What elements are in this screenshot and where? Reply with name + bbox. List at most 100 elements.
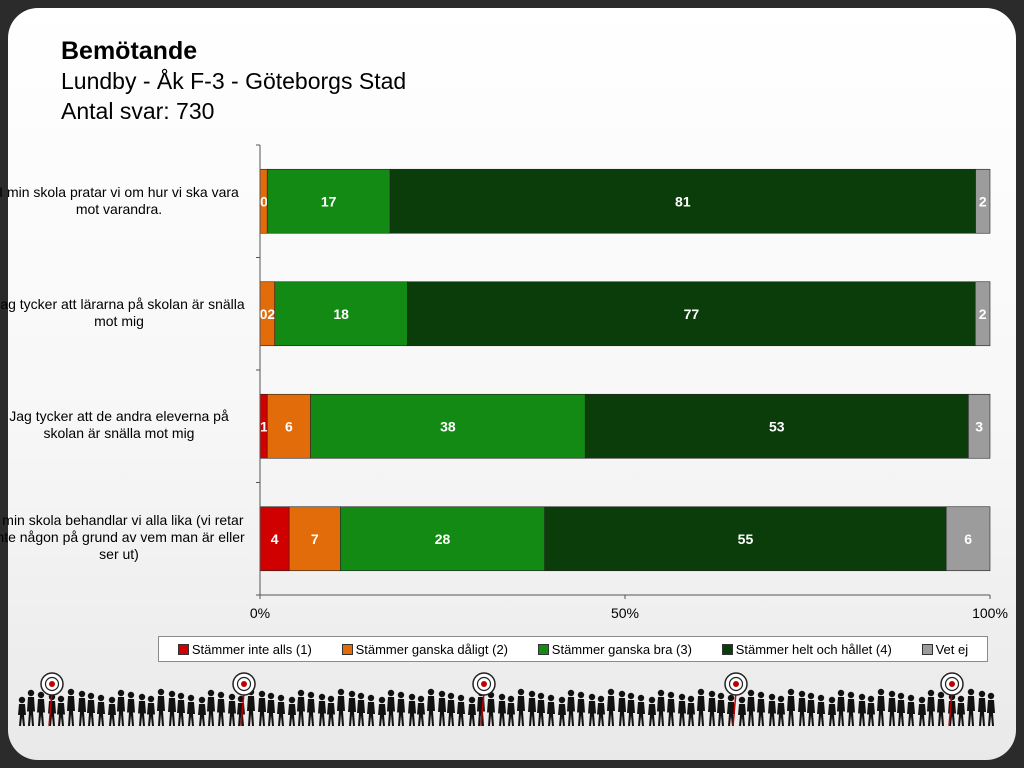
person-silhouette xyxy=(897,692,905,726)
question-label-2: Jag tycker att lärarna på skolan är snäl… xyxy=(0,296,245,329)
person-silhouette xyxy=(627,692,635,726)
person-silhouette xyxy=(87,692,95,726)
person-silhouette xyxy=(588,693,596,726)
data-label-q3-s3: 38 xyxy=(440,418,456,434)
person-silhouette xyxy=(217,691,225,726)
person-silhouette xyxy=(567,689,575,726)
title-block: Bemötande Lundby - Åk F-3 - Göteborgs St… xyxy=(61,36,406,126)
person-silhouette xyxy=(837,689,845,726)
person-silhouette xyxy=(147,695,155,726)
question-label-4: I min skola behandlar vi alla lika (vi r… xyxy=(0,512,245,562)
person-silhouette xyxy=(267,692,275,726)
person-silhouette xyxy=(37,691,45,726)
legend-item-4: Stämmer helt och hållet (4) xyxy=(721,641,892,657)
bar-segment-q3-s4 xyxy=(584,393,969,459)
person-silhouette xyxy=(987,692,995,726)
bar-segment-q4-s1 xyxy=(259,506,290,572)
person-silhouette xyxy=(717,692,725,726)
person-silhouette xyxy=(177,692,185,726)
person-silhouette xyxy=(648,696,656,726)
person-silhouette xyxy=(27,689,35,726)
person-silhouette xyxy=(67,688,75,726)
person-silhouette xyxy=(367,694,375,726)
target-marker-icon xyxy=(40,672,64,727)
person-silhouette xyxy=(547,694,555,726)
data-label-q2-s3: 18 xyxy=(333,306,349,322)
person-silhouette xyxy=(387,689,395,726)
person-silhouette xyxy=(127,691,135,726)
legend-swatch-3 xyxy=(537,643,549,655)
legend-swatch-2 xyxy=(341,643,353,655)
person-silhouette xyxy=(757,691,765,726)
person-silhouette xyxy=(18,696,26,726)
bar-segment-q3-s5 xyxy=(968,393,991,459)
person-silhouette xyxy=(297,689,305,726)
person-silhouette xyxy=(468,696,476,726)
target-marker-icon xyxy=(472,672,496,727)
person-silhouette xyxy=(768,693,776,726)
chart-title: Bemötande xyxy=(61,37,198,65)
legend-item-3: Stämmer ganska bra (3) xyxy=(537,641,692,657)
person-silhouette xyxy=(738,696,746,726)
x-tick-label-0: 0% xyxy=(250,605,270,621)
person-silhouette xyxy=(57,695,65,726)
chart-legend: Stämmer inte alls (1) Stämmer ganska dåli… xyxy=(158,636,988,662)
bar-segment-q4-s2 xyxy=(288,506,341,572)
person-silhouette xyxy=(927,689,935,726)
person-silhouette xyxy=(637,694,645,726)
person-silhouette xyxy=(258,690,266,726)
legend-swatch-5 xyxy=(921,643,933,655)
x-tick-label-1: 50% xyxy=(611,605,639,621)
chart-subtitle: Lundby - Åk F-3 - Göteborgs Stad xyxy=(61,68,407,94)
legend-label-3: Stämmer ganska bra (3) xyxy=(551,641,692,657)
data-label-q4-s2: 7 xyxy=(311,531,319,547)
person-silhouette xyxy=(777,695,785,726)
data-label-q2-s4: 77 xyxy=(684,306,700,322)
bar-segment-q2-s5 xyxy=(974,281,991,347)
person-silhouette xyxy=(168,690,176,726)
person-silhouette xyxy=(438,690,446,726)
person-silhouette xyxy=(327,695,335,726)
legend-item-2: Stämmer ganska dåligt (2) xyxy=(341,641,509,657)
response-count: Antal svar: 730 xyxy=(61,98,215,124)
data-label-q2-s2: 02 xyxy=(260,306,276,322)
person-silhouette xyxy=(798,690,806,726)
person-silhouette xyxy=(687,695,695,726)
person-silhouette xyxy=(228,693,236,726)
person-silhouette xyxy=(198,696,206,726)
data-label-q2-s5: 2 xyxy=(979,306,987,322)
person-silhouette xyxy=(318,693,326,726)
legend-swatch-1 xyxy=(177,643,189,655)
data-label-q3-s2: 6 xyxy=(285,418,293,434)
person-silhouette xyxy=(918,696,926,726)
person-silhouette xyxy=(277,694,285,726)
target-marker-icon xyxy=(724,672,748,727)
person-silhouette xyxy=(618,690,626,726)
person-silhouette xyxy=(888,690,896,726)
person-silhouette xyxy=(498,693,506,726)
person-silhouette xyxy=(577,691,585,726)
bar-segment-q4-s5 xyxy=(945,506,991,572)
legend-label-2: Stämmer ganska dåligt (2) xyxy=(355,641,509,657)
axes-group: 0% 50% 100% xyxy=(250,144,1008,621)
bar-segment-q3-s3 xyxy=(310,393,586,459)
person-silhouette xyxy=(708,690,716,726)
person-silhouette xyxy=(97,694,105,726)
legend-label-5: Vet ej xyxy=(935,641,969,657)
person-silhouette xyxy=(597,695,605,726)
person-silhouette xyxy=(487,691,495,726)
data-label-q1-s5: 2 xyxy=(979,193,987,209)
person-silhouette xyxy=(828,696,836,726)
person-silhouette xyxy=(877,688,885,726)
person-silhouette xyxy=(78,690,86,726)
person-silhouette xyxy=(378,696,386,726)
person-silhouette xyxy=(667,691,675,726)
person-silhouette xyxy=(138,693,146,726)
person-silhouette xyxy=(937,691,945,726)
legend-item-1: Stämmer inte alls (1) xyxy=(177,642,312,657)
bar-segment-q1-s3 xyxy=(266,168,391,234)
bar-segment-q4-s3 xyxy=(339,506,545,572)
legend-label-4: Stämmer helt och hållet (4) xyxy=(735,641,892,657)
person-silhouette xyxy=(967,688,975,726)
data-label-q4-s5: 6 xyxy=(964,531,972,547)
